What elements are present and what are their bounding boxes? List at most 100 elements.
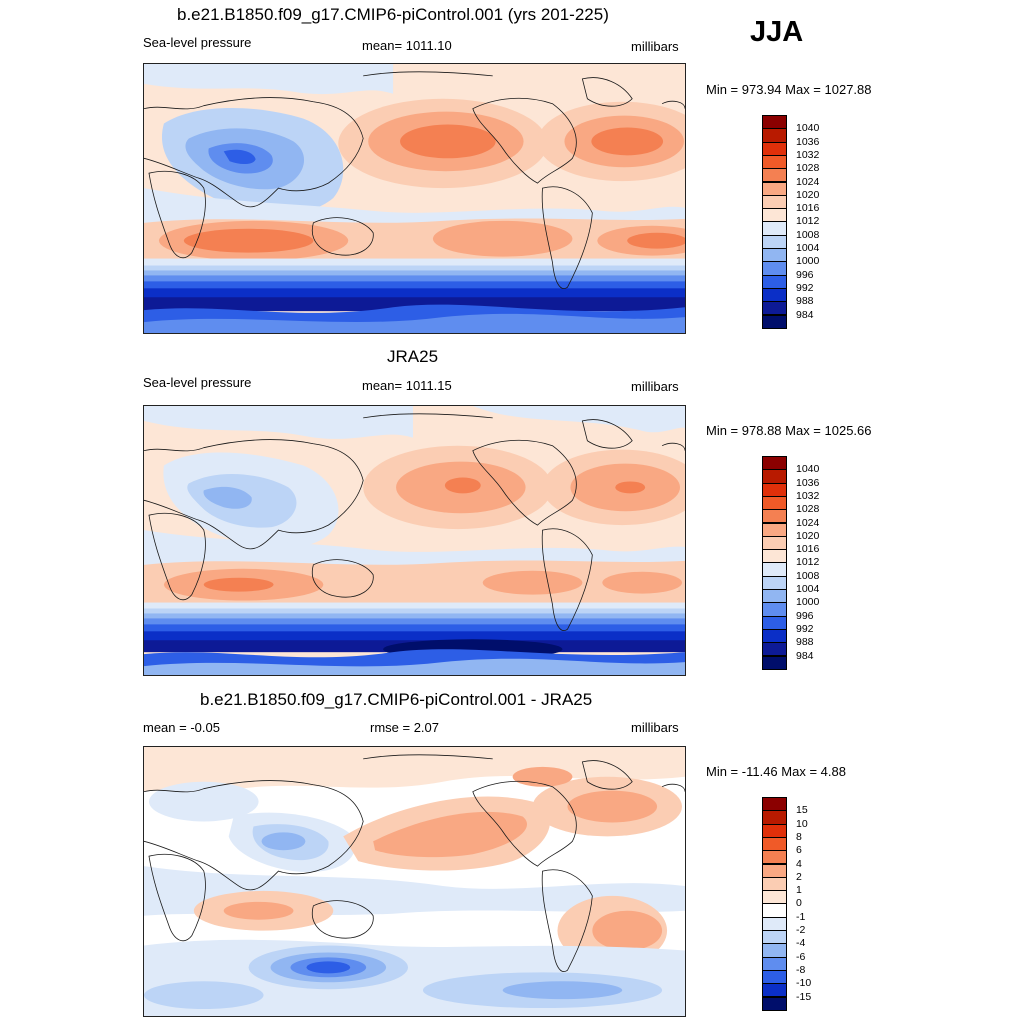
colorbar-swatch	[762, 823, 787, 838]
colorbar-swatch	[762, 248, 787, 263]
colorbar-swatch	[762, 810, 787, 825]
colorbar-label: 992	[796, 281, 814, 294]
colorbar-label: 15	[796, 804, 808, 817]
colorbar-swatch	[762, 642, 787, 657]
colorbar-swatch	[762, 261, 787, 276]
colorbar-label: 1028	[796, 162, 820, 175]
colorbar-swatch	[762, 221, 787, 236]
colorbar-swatch	[762, 194, 787, 210]
colorbar-label: 0	[796, 897, 802, 910]
colorbar-label: 4	[796, 857, 802, 870]
colorbar-swatch	[762, 876, 787, 892]
colorbar-swatch	[762, 589, 787, 604]
colorbar-label: 996	[796, 268, 814, 281]
colorbar-swatch	[762, 549, 787, 564]
colorbar-swatch	[762, 943, 787, 958]
colorbar-swatch	[762, 141, 787, 156]
colorbar-swatch	[762, 482, 787, 497]
colorbar-swatch	[762, 456, 787, 471]
colorbar-label: -4	[796, 937, 806, 950]
colorbar-swatch	[762, 181, 787, 196]
colorbar-label: 1000	[796, 596, 820, 609]
panel2-minmax-label: Min = 978.88 Max = 1025.66	[706, 423, 872, 438]
season-label: JJA	[750, 16, 804, 48]
colorbar-label: 992	[796, 622, 814, 635]
colorbar-swatch	[762, 509, 787, 524]
colorbar-swatch	[762, 234, 787, 249]
colorbar-swatch	[762, 930, 787, 945]
colorbar-label: 1020	[796, 188, 820, 201]
panel3-title: b.e21.B1850.f09_g17.CMIP6-piControl.001 …	[200, 690, 593, 709]
colorbar-swatch	[762, 522, 787, 537]
colorbar-swatch	[762, 903, 787, 918]
colorbar-swatch	[762, 115, 787, 130]
panel3-mean-label: mean = -0.05	[143, 720, 220, 735]
colorbar-label: 1036	[796, 135, 820, 148]
colorbar-swatch	[762, 983, 787, 998]
colorbar-swatch	[762, 850, 787, 865]
colorbar-label: 1	[796, 884, 802, 897]
colorbar-label: -1	[796, 910, 806, 923]
colorbar-label: 984	[796, 649, 814, 662]
colorbar-swatch	[762, 956, 787, 971]
colorbar-swatch	[762, 615, 787, 630]
panel2-mean-label: mean= 1011.15	[362, 378, 452, 393]
colorbar-label: 2	[796, 870, 802, 883]
colorbar-swatch	[762, 969, 787, 985]
colorbar-label: 1032	[796, 489, 820, 502]
colorbar-label: 1000	[796, 255, 820, 268]
colorbar-swatch	[762, 996, 787, 1011]
panel1-minmax-label: Min = 973.94 Max = 1027.88	[706, 82, 872, 97]
colorbar-swatch	[762, 208, 787, 223]
colorbar-label: 1032	[796, 148, 820, 161]
colorbar-swatch	[762, 469, 787, 484]
colorbar-label: 8	[796, 830, 802, 843]
colorbar-label: 1020	[796, 529, 820, 542]
colorbar-swatch	[762, 495, 787, 511]
colorbar-swatch	[762, 916, 787, 931]
colorbar-swatch	[762, 154, 787, 170]
colorbar-label: 1040	[796, 122, 820, 135]
colorbar-label: 1008	[796, 228, 820, 241]
colorbar-swatch	[762, 287, 787, 303]
colorbar-label: 1012	[796, 215, 820, 228]
colorbar-swatch	[762, 168, 787, 183]
colorbar-label: 1040	[796, 463, 820, 476]
panel1-map	[143, 63, 686, 334]
panel3-units-label: millibars	[631, 720, 679, 735]
colorbar-label: 1016	[796, 202, 820, 215]
colorbar-swatch	[762, 655, 787, 670]
colorbar-label: 996	[796, 609, 814, 622]
colorbar-label: 1024	[796, 175, 820, 188]
colorbar-swatch	[762, 274, 787, 289]
colorbar-label: 1024	[796, 516, 820, 529]
colorbar-swatch	[762, 128, 787, 143]
colorbar-swatch	[762, 575, 787, 590]
panel3-map	[143, 746, 686, 1017]
colorbar-swatch	[762, 562, 787, 577]
colorbar-swatch	[762, 628, 787, 644]
panel2-variable-label: Sea-level pressure	[143, 375, 252, 390]
colorbar-label: 988	[796, 295, 814, 308]
colorbar-swatch	[762, 535, 787, 551]
colorbar-swatch	[762, 890, 787, 905]
colorbar-label: 1008	[796, 569, 820, 582]
colorbar-swatch	[762, 602, 787, 617]
colorbar-label: 1004	[796, 583, 820, 595]
panel1-units-label: millibars	[631, 39, 679, 54]
colorbar-label: 10	[796, 817, 808, 830]
colorbar-swatch	[762, 301, 787, 316]
colorbar-label: -15	[796, 990, 812, 1003]
colorbar-label: -6	[796, 950, 806, 963]
colorbar-label: -2	[796, 924, 806, 936]
colorbar-swatch	[762, 797, 787, 812]
panel2-units-label: millibars	[631, 379, 679, 394]
colorbar-label: 1012	[796, 556, 820, 569]
panel1-variable-label: Sea-level pressure	[143, 35, 252, 50]
colorbar-label: 1028	[796, 503, 820, 516]
panel2-title: JRA25	[387, 347, 439, 366]
colorbar-swatch	[762, 314, 787, 329]
panel3-minmax-label: Min = -11.46 Max = 4.88	[706, 764, 846, 779]
colorbar-label: 1036	[796, 476, 820, 489]
colorbar-swatch	[762, 863, 787, 878]
